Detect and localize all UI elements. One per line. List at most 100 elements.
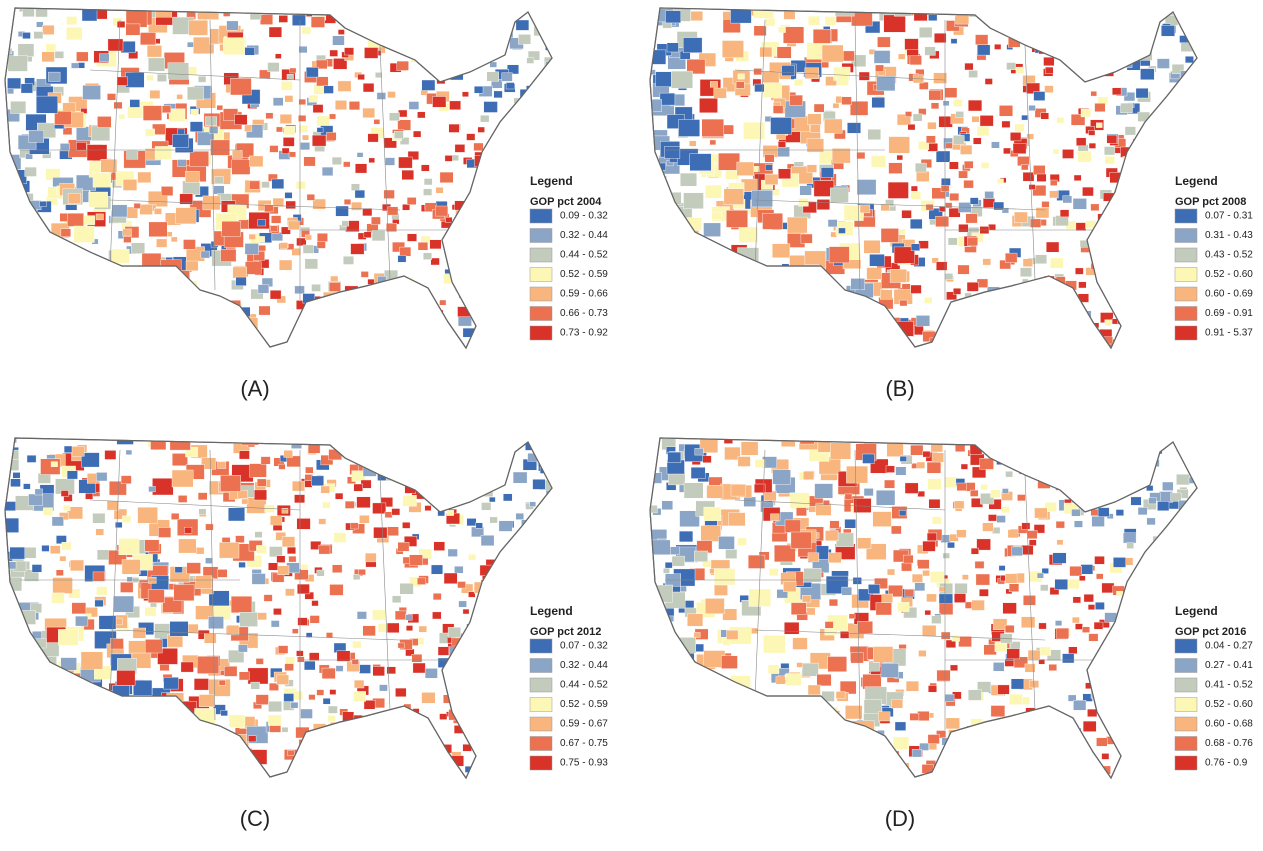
county-patch — [365, 758, 375, 767]
county-patch — [309, 615, 320, 624]
county-patch — [1049, 717, 1061, 727]
county-patch — [1133, 723, 1142, 731]
county-patch — [1110, 36, 1122, 45]
county-patch — [1115, 639, 1126, 648]
county-patch — [855, 748, 867, 758]
county-patch — [1026, 530, 1038, 539]
county-patch — [789, 492, 810, 509]
legend-swatch — [529, 638, 553, 654]
county-patch — [862, 453, 875, 464]
county-patch — [113, 508, 128, 520]
county-patch — [510, 743, 523, 754]
county-patch — [417, 111, 426, 119]
county-patch — [709, 81, 718, 88]
county-patch — [501, 72, 513, 82]
county-patch — [372, 609, 386, 621]
county-patch — [528, 131, 539, 140]
county-patch — [1033, 91, 1046, 101]
county-patch — [32, 761, 55, 778]
county-patch — [1126, 330, 1141, 342]
county-patch — [185, 260, 199, 271]
county-patch — [1068, 646, 1078, 655]
county-patch — [767, 664, 780, 674]
county-patch — [244, 125, 253, 132]
county-patch — [1132, 188, 1144, 198]
county-patch — [1087, 770, 1096, 777]
county-patch — [329, 775, 341, 778]
county-patch — [312, 104, 324, 113]
county-patch — [349, 1, 357, 7]
county-patch — [50, 278, 63, 289]
county-patch — [322, 501, 331, 509]
county-patch — [713, 568, 736, 586]
county-patch — [329, 49, 338, 57]
county-patch — [1114, 712, 1122, 719]
county-patch — [13, 746, 24, 755]
county-patch — [278, 15, 288, 23]
county-patch — [288, 151, 296, 158]
county-patch — [280, 81, 293, 91]
county-patch — [704, 277, 716, 287]
county-patch — [737, 537, 747, 546]
county-patch — [829, 520, 840, 529]
county-patch — [1141, 38, 1150, 45]
legend-title: GOP pct 2008 — [1175, 196, 1246, 208]
county-patch — [976, 125, 990, 137]
county-patch — [258, 305, 271, 316]
county-patch — [728, 711, 746, 725]
county-patch — [738, 268, 745, 275]
county-patch — [1134, 727, 1147, 738]
county-patch — [405, 306, 419, 318]
county-patch — [1048, 340, 1059, 348]
county-patch — [1185, 571, 1194, 579]
county-patch — [332, 564, 343, 573]
county-patch — [417, 453, 432, 465]
county-patch — [469, 447, 480, 456]
county-patch — [894, 8, 912, 17]
county-patch — [386, 622, 400, 633]
panel-label: (D) — [885, 806, 916, 831]
county-patch — [1056, 318, 1066, 326]
county-patch — [1113, 289, 1125, 299]
county-patch — [488, 481, 497, 489]
county-patch — [5, 730, 16, 744]
county-patch — [887, 181, 909, 199]
state-border — [109, 629, 401, 641]
county-patch — [517, 599, 529, 609]
us-outline — [649, 437, 1198, 780]
county-patch — [1067, 694, 1077, 702]
county-patch — [973, 137, 982, 145]
county-patch — [914, 776, 928, 778]
county-patch — [670, 765, 682, 775]
county-patch — [1009, 693, 1023, 705]
county-patch — [257, 612, 267, 621]
county-patch — [502, 442, 515, 453]
county-patch — [688, 737, 703, 749]
county-patch — [722, 608, 738, 621]
county-patch — [169, 621, 189, 637]
county-patch — [352, 640, 362, 649]
county-patch — [1157, 162, 1171, 174]
county-patch — [951, 634, 960, 642]
legend-swatch — [529, 325, 553, 341]
county-patch — [43, 507, 53, 516]
county-patch — [954, 500, 965, 510]
county-patch — [999, 289, 1007, 296]
county-patch — [891, 525, 902, 535]
legend-swatch — [1174, 267, 1198, 282]
county-patch — [867, 129, 882, 140]
county-patch — [1055, 334, 1064, 342]
county-patch — [333, 532, 347, 543]
county-patch — [411, 761, 425, 772]
county-patch — [764, 769, 775, 778]
legend-heading: Legend — [530, 174, 573, 188]
county-patch — [806, 164, 818, 173]
county-patch — [1156, 58, 1170, 69]
county-patch — [100, 158, 118, 173]
county-patch — [61, 730, 83, 748]
county-patch — [385, 8, 398, 13]
county-patch — [369, 308, 380, 317]
county-patch — [822, 500, 830, 506]
county-patch — [462, 480, 474, 490]
county-patch — [1058, 438, 1069, 440]
